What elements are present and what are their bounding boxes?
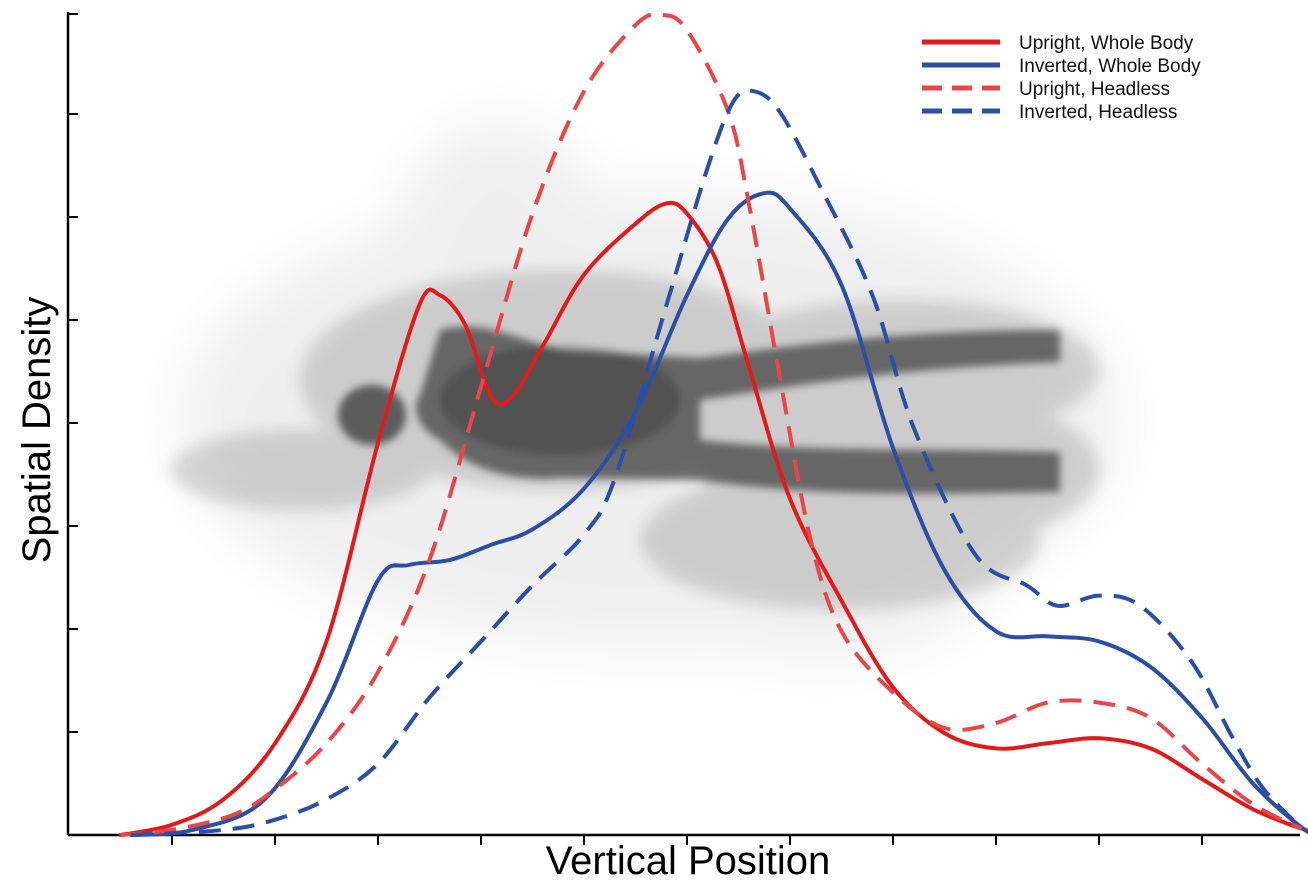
legend-label-inverted-headless: Inverted, Headless <box>1019 102 1177 123</box>
x-axis-ticks <box>171 835 1203 845</box>
legend-label-upright-whole-body: Upright, Whole Body <box>1019 33 1194 54</box>
series-layer <box>118 12 1308 837</box>
legend-label-upright-headless: Upright, Headless <box>1019 79 1170 100</box>
series-line-inverted-headless <box>130 88 1308 837</box>
axes <box>66 12 1300 845</box>
legend-label-inverted-whole-body: Inverted, Whole Body <box>1019 56 1201 77</box>
y-axis-ticks <box>68 13 78 733</box>
y-axis-title: Spatial Density <box>15 297 59 564</box>
series-line-upright-whole-body <box>118 200 1308 837</box>
x-axis-title: Vertical Position <box>546 839 831 880</box>
